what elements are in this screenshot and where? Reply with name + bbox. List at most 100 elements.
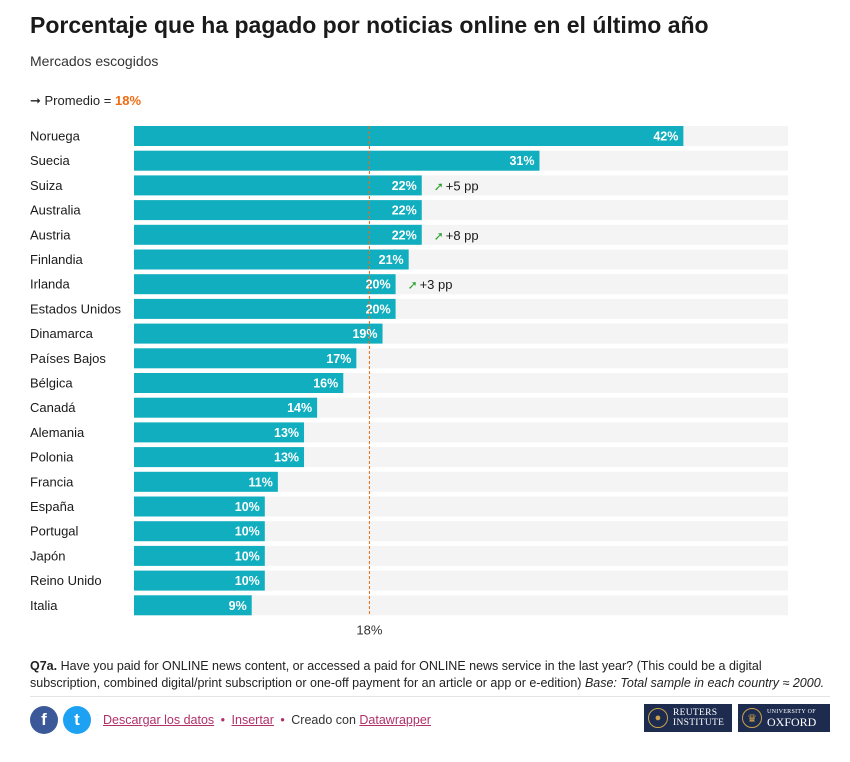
bar [134,200,422,221]
bar [134,150,540,171]
category-label: Países Bajos [30,351,106,366]
value-label: 10% [235,574,260,588]
reuters-logo-line2: INSTITUTE [673,718,725,728]
value-label: 10% [235,549,260,563]
category-label: Polonia [30,450,74,465]
change-label: +3 pp [420,277,453,292]
average-axis-label: 18% [356,622,382,637]
bar [134,249,409,270]
reuters-logo-line1: REUTERS [673,708,718,718]
category-label: Dinamarca [30,326,94,341]
bar-track [134,521,788,542]
value-label: 9% [229,599,247,613]
facebook-share-button[interactable]: f [30,706,58,734]
category-label: Italia [30,598,58,613]
footer-links: Descargar los datos • Insertar • Creado … [103,713,431,727]
category-label: Suecia [30,153,71,168]
bar [134,175,422,196]
globe-icon: ● [648,708,668,728]
change-arrow-icon: ➚ [408,278,418,292]
value-label: 10% [235,525,260,539]
change-label: +8 pp [446,228,479,243]
footer-divider [30,696,830,697]
value-label: 20% [366,302,391,316]
bar [134,496,265,517]
bar [134,126,684,146]
value-label: 11% [249,475,273,489]
category-label: Portugal [30,524,79,539]
average-legend: ➞ Promedio = 18% [30,93,141,109]
base-note: Base: Total sample in each country ≈ 200… [584,676,825,690]
value-label: 31% [509,154,534,168]
question-text: Have you paid for ONLINE news content, o… [30,659,762,690]
facebook-icon: f [41,710,47,729]
change-arrow-icon: ➚ [434,179,444,193]
separator-dot: • [220,713,226,727]
question-code: Q7a. [30,659,58,673]
bar-track [134,570,788,591]
bar [134,521,265,542]
category-label: Alemania [30,425,85,440]
bar [134,471,278,492]
category-label: Austria [30,227,71,242]
category-label: Canadá [30,400,76,415]
category-label: Australia [30,203,81,218]
value-label: 17% [326,352,351,366]
value-label: 19% [352,327,377,341]
bar [134,545,265,566]
bar [134,274,396,295]
category-label: Bélgica [30,376,73,391]
bar-chart: Noruega 42%Suecia 31%Suiza 22% ➚ +5 ppAustral… [30,126,788,637]
chart-title: Porcentaje que ha pagado por noticias on… [30,12,709,38]
twitter-share-button[interactable]: t [63,706,91,734]
bar-track [134,471,788,492]
chart-notes: Q7a. Have you paid for ONLINE news conte… [30,658,830,692]
bar-track [134,545,788,566]
value-label: 13% [274,451,299,465]
average-legend-label: ➞ Promedio = [30,93,112,108]
bar [134,298,396,319]
bar [134,422,305,443]
value-label: 20% [366,278,391,292]
value-label: 22% [392,204,417,218]
bar-track [134,595,788,616]
change-arrow-icon: ➚ [434,229,444,243]
value-label: 13% [274,426,299,440]
oxford-logo[interactable]: ♛ UNIVERSITY OF OXFORD [738,704,830,732]
oxford-logo-line1: UNIVERSITY OF [767,709,816,715]
category-label: Suiza [30,178,63,193]
bar [134,224,422,245]
value-label: 14% [287,401,312,415]
bar [134,570,265,591]
bar [134,373,344,393]
change-label: +5 pp [446,178,479,193]
bar [134,348,357,369]
bar [134,397,318,418]
category-label: Irlanda [30,277,71,292]
value-label: 16% [313,377,338,391]
value-label: 21% [379,253,404,267]
download-data-link[interactable]: Descargar los datos [103,713,215,727]
category-label: España [30,499,75,514]
reuters-institute-logo[interactable]: ● REUTERS INSTITUTE [644,704,732,732]
embed-link[interactable]: Insertar [231,713,274,727]
category-label: Finlandia [30,252,84,267]
value-label: 22% [392,228,417,242]
datawrapper-link[interactable]: Datawrapper [359,713,431,727]
category-label: Reino Unido [30,573,102,588]
bar [134,595,252,616]
created-with-label: Creado con [291,713,356,727]
category-label: Noruega [30,129,81,144]
bar [134,447,305,468]
value-label: 10% [235,500,260,514]
category-label: Japón [30,548,65,563]
average-legend-value: 18% [114,93,142,108]
chart-subtitle: Mercados escogidos [30,53,159,69]
category-label: Francia [30,474,74,489]
crest-icon: ♛ [742,708,762,728]
oxford-logo-line2: OXFORD [767,715,817,729]
bar [134,323,383,344]
value-label: 42% [653,130,678,144]
value-label: 22% [392,179,417,193]
category-label: Estados Unidos [30,301,122,316]
